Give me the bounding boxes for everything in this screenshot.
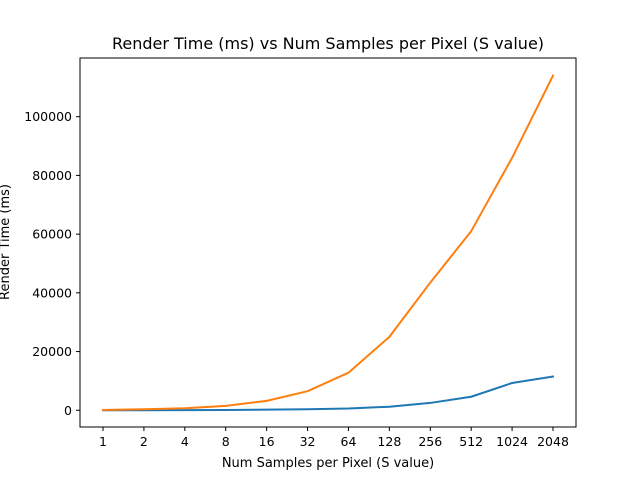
y-tick-label: 20000 — [32, 344, 72, 359]
y-tick-label: 100000 — [24, 109, 72, 124]
x-tick-label: 512 — [459, 434, 483, 449]
x-tick-label: 8 — [222, 434, 230, 449]
axes-frame — [79, 57, 577, 428]
y-tick-label: 60000 — [32, 227, 72, 242]
y-tick-label: 0 — [64, 403, 72, 418]
x-tick-label: 256 — [418, 434, 442, 449]
y-tick-label: 80000 — [32, 168, 72, 183]
x-tick-label: 4 — [181, 434, 189, 449]
x-tick-label: 2048 — [537, 434, 569, 449]
x-axis: 1 2 4 8 16 32 64 128 256 512 1024 2048 — [99, 427, 569, 449]
x-tick-label: 16 — [259, 434, 275, 449]
y-axis-label: Render Time (ms) — [0, 184, 13, 300]
x-tick-label: 1 — [99, 434, 107, 449]
plot-area — [79, 57, 577, 428]
x-tick-label: 128 — [377, 434, 401, 449]
y-axis: 0 20000 40000 60000 80000 100000 — [24, 109, 80, 418]
x-tick-label: 64 — [341, 434, 357, 449]
x-axis-label: Num Samples per Pixel (S value) — [222, 456, 434, 471]
x-tick-label: 32 — [300, 434, 316, 449]
series-line-1 — [101, 375, 555, 412]
series-line-2 — [101, 74, 555, 411]
x-tick-label: 2 — [140, 434, 148, 449]
series-layer — [101, 74, 555, 412]
y-tick-label: 40000 — [32, 285, 72, 300]
chart-title: Render Time (ms) vs Num Samples per Pixe… — [112, 34, 544, 53]
x-tick-label: 1024 — [496, 434, 528, 449]
